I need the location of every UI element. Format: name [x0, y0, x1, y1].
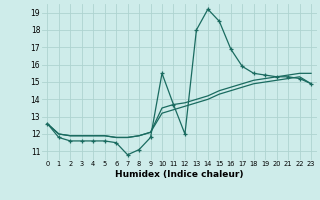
X-axis label: Humidex (Indice chaleur): Humidex (Indice chaleur)	[115, 170, 244, 179]
